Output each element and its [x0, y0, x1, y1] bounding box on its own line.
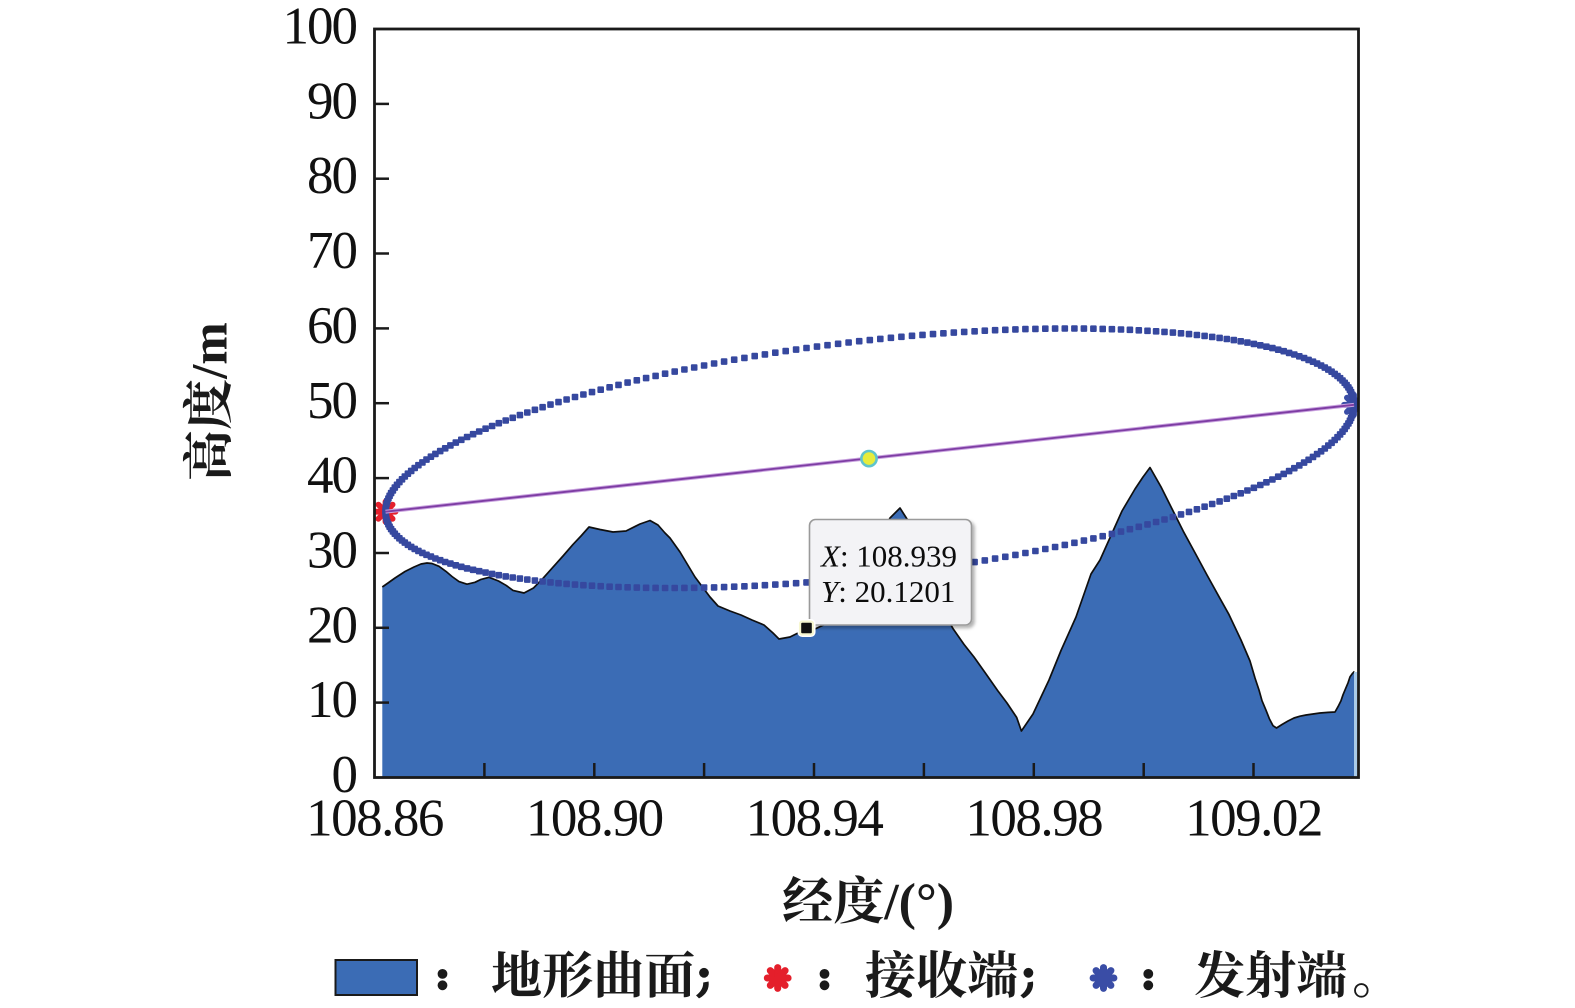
svg-text:80: 80: [307, 147, 357, 205]
svg-text:/(°): /(°): [883, 874, 954, 931]
svg-text:50: 50: [307, 372, 357, 430]
svg-text:X: 108.939: X: 108.939: [819, 539, 957, 574]
svg-text:Y: 20.1201: Y: 20.1201: [821, 574, 955, 609]
svg-text:108.98: 108.98: [965, 790, 1102, 848]
svg-text:60: 60: [307, 297, 357, 355]
svg-text:100: 100: [283, 0, 357, 56]
svg-text:90: 90: [307, 72, 357, 130]
svg-text:108.86: 108.86: [306, 790, 443, 848]
svg-text:108.90: 108.90: [526, 790, 663, 848]
svg-text:0: 0: [332, 746, 357, 804]
svg-text:70: 70: [307, 222, 357, 280]
svg-text:109.02: 109.02: [1185, 790, 1322, 848]
svg-text:30: 30: [307, 522, 357, 580]
svg-text:10: 10: [307, 671, 357, 729]
svg-text:20: 20: [307, 596, 357, 654]
svg-text:/m: /m: [183, 322, 239, 380]
svg-text:108.94: 108.94: [746, 790, 884, 848]
svg-text:40: 40: [307, 447, 357, 505]
